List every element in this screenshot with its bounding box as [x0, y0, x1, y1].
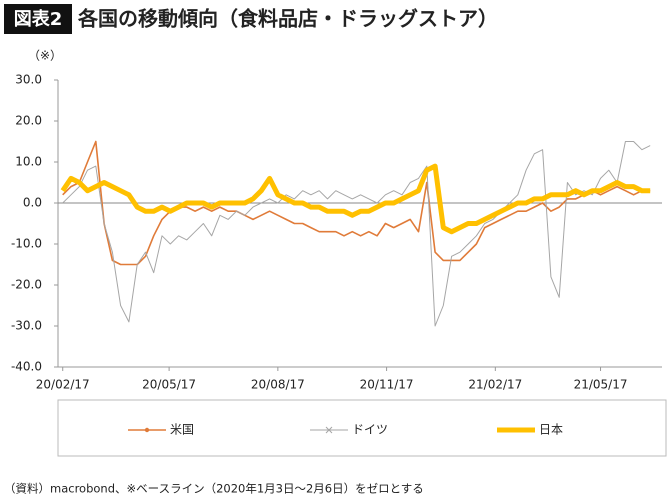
x-tick-label: 20/05/17: [142, 378, 196, 392]
badge-box: [4, 4, 72, 34]
y-tick-label: 20.0: [15, 114, 42, 128]
series-line: [60, 163, 651, 235]
y-tick-label: 0.0: [23, 196, 42, 210]
x-tick-label: 20/08/17: [251, 378, 305, 392]
y-tick-label: -10.0: [11, 237, 42, 251]
legend-box: [57, 399, 667, 457]
x-tick-label: 21/02/17: [468, 378, 522, 392]
y-tick-label: 30.0: [15, 73, 42, 87]
series-line: [62, 140, 651, 266]
legend-label: 日本: [539, 423, 563, 437]
y-tick-label: -30.0: [11, 319, 42, 333]
legend-label: 米国: [170, 423, 194, 437]
x-tick-label: 20/11/17: [360, 378, 414, 392]
source-note: （資料）macrobond、※ベースライン（2020年1月3日～2月6日）をゼロ…: [4, 482, 424, 496]
series-line: [62, 141, 651, 327]
x-tick-label: 21/05/17: [574, 378, 628, 392]
y-tick-label: 10.0: [15, 155, 42, 169]
legend-marker: [325, 426, 333, 434]
x-tick-label: 20/02/17: [36, 378, 90, 392]
y-tick-label: -20.0: [11, 278, 42, 292]
chart-title: 各国の移動傾向（食料品店・ドラッグストア）: [77, 7, 498, 31]
badge: 図表2: [14, 8, 63, 30]
unit-note: （※）: [28, 49, 62, 63]
legend-label: ドイツ: [352, 423, 388, 437]
legend-marker: [144, 427, 150, 433]
y-tick-label: -40.0: [11, 360, 42, 374]
